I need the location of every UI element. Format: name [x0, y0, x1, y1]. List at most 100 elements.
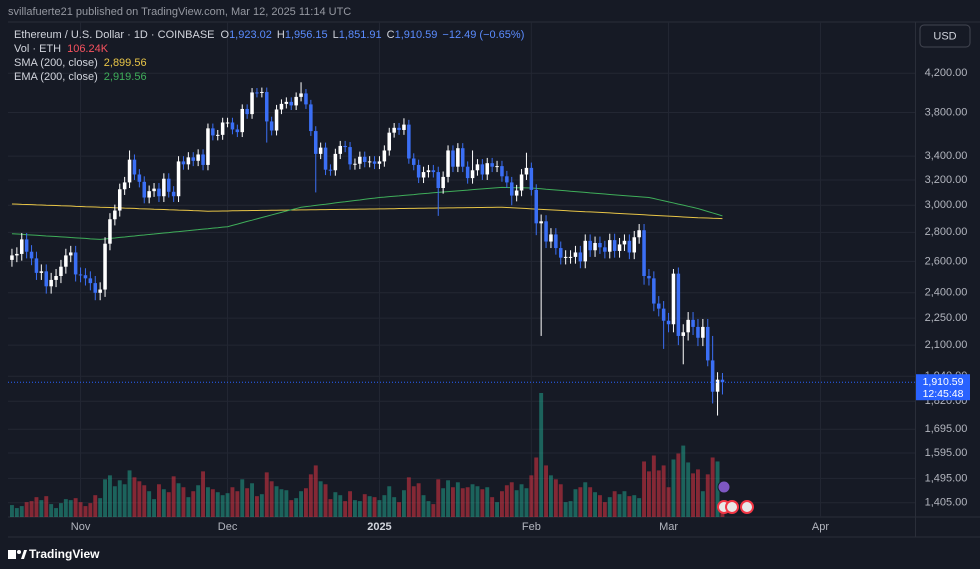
legend-sma: SMA (200, close) 2,899.56: [14, 57, 147, 69]
volume-value: 106.24K: [67, 43, 109, 55]
candle-body: [529, 167, 534, 190]
volume-bar: [279, 489, 284, 517]
volume-bar: [117, 480, 122, 517]
volume-bar: [103, 479, 108, 517]
candle-body: [250, 92, 254, 115]
candle-body: [642, 230, 646, 276]
volume-bar: [333, 492, 338, 517]
candle-body: [19, 239, 24, 254]
volume-bar: [676, 453, 681, 517]
candle-body: [603, 247, 607, 252]
candle-body: [29, 251, 34, 259]
y-tick-label: 3,000.00: [925, 199, 968, 211]
volume-bar: [313, 465, 318, 517]
volume-bar: [495, 502, 500, 517]
brand[interactable]: TradingView: [29, 547, 100, 561]
candle-body: [617, 244, 622, 251]
volume-bar: [245, 488, 250, 517]
y-tick-label: 1,405.00: [925, 497, 968, 509]
volume-bar: [107, 475, 112, 517]
volume-bar: [93, 495, 98, 517]
y-tick-label: 1,595.00: [925, 447, 968, 459]
candle-body: [245, 108, 249, 115]
candle-body: [475, 164, 480, 171]
candle-body: [93, 283, 98, 293]
price-label-box: [916, 374, 970, 401]
candle-body: [255, 92, 259, 94]
volume-bar: [377, 500, 382, 517]
volume-bar: [426, 501, 431, 517]
candle-body: [519, 174, 524, 191]
volume-bar: [328, 499, 333, 517]
volume-bar: [63, 499, 68, 517]
volume-bar: [686, 462, 691, 517]
volume-bar: [132, 477, 137, 517]
y-tick-label: 2,250.00: [925, 312, 968, 324]
candle-body: [15, 253, 19, 256]
volume-bar: [122, 484, 127, 517]
volume-bar: [490, 497, 495, 517]
candle-body: [338, 145, 343, 154]
currency-button[interactable]: [919, 24, 971, 48]
legend-symbol: Ethereum / U.S. Dollar · 1D · COINBASE: [14, 29, 215, 41]
volume-bar: [19, 506, 24, 517]
candle-body: [392, 127, 396, 133]
volume-bar: [230, 487, 235, 517]
candle-body: [402, 124, 406, 130]
volume-bar: [710, 457, 715, 517]
candle-body: [39, 271, 44, 273]
event-icon[interactable]: [717, 480, 731, 494]
event-icon[interactable]: [725, 500, 739, 514]
candle-body: [612, 240, 617, 251]
volume-bar: [397, 502, 402, 517]
plot: [8, 22, 915, 517]
sma-value: 2,899.56: [104, 57, 147, 69]
candle-body: [490, 163, 494, 167]
volume-bar: [681, 445, 686, 517]
candle-body: [343, 145, 347, 148]
candle-body: [201, 154, 205, 165]
candle-body: [108, 219, 112, 244]
x-tick-label: 2025: [367, 521, 391, 533]
volume-bar: [480, 489, 485, 517]
sma-name: SMA (200, close): [14, 57, 98, 69]
volume-bar: [450, 487, 455, 517]
volume-bar: [406, 477, 411, 517]
candle-body: [284, 101, 289, 104]
volume-bar: [392, 497, 397, 517]
volume-bar: [514, 490, 519, 517]
event-icons: [717, 480, 754, 514]
legend-l: L: [333, 29, 339, 41]
volume-bar: [617, 494, 622, 517]
candle-body: [563, 256, 568, 258]
candle-body: [279, 103, 284, 110]
currency[interactable]: USD: [933, 30, 956, 42]
volume-bar: [142, 485, 147, 517]
candle-body: [622, 240, 627, 245]
candle-body: [260, 91, 264, 93]
volume-bar: [338, 495, 343, 517]
volume-bar: [622, 491, 627, 517]
candle-body: [578, 252, 583, 262]
candle-body: [671, 273, 676, 325]
event-icon[interactable]: [740, 500, 754, 514]
candle-body: [549, 234, 553, 242]
volume-bar: [73, 498, 78, 517]
x-tick-label: Feb: [522, 521, 541, 533]
candle-body: [647, 275, 651, 279]
legend-open: 1,923.02: [229, 29, 272, 41]
candle-body: [264, 91, 269, 122]
volume-bar: [573, 489, 578, 517]
candle-body: [676, 273, 681, 336]
volume-bar: [250, 483, 255, 517]
volume-bar: [323, 484, 328, 517]
x-tick-label: Apr: [812, 521, 829, 533]
volume-bar: [509, 482, 514, 517]
volume-bar: [470, 484, 475, 517]
volume-bar: [475, 486, 480, 517]
volume-bar: [210, 489, 215, 517]
candle-body: [152, 188, 156, 192]
volume-bar: [431, 504, 436, 517]
candle-body: [607, 240, 612, 252]
volume-bar: [700, 491, 705, 517]
